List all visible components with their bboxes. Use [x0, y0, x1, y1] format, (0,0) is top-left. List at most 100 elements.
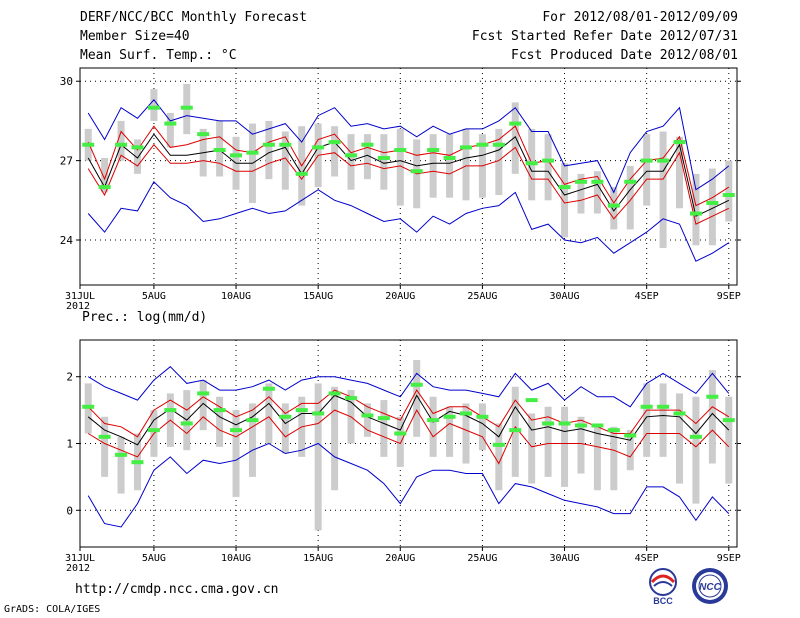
observed-marker	[98, 185, 111, 190]
spread-box	[265, 120, 273, 180]
observed-marker	[443, 414, 456, 419]
spread-box	[281, 131, 289, 190]
x-tick-label: 20AUG	[385, 291, 415, 302]
y-tick-label: 27	[60, 155, 73, 168]
spread-box	[232, 410, 240, 497]
y-tick-label: 24	[60, 234, 74, 247]
spread-box	[429, 134, 437, 198]
observed-marker	[722, 418, 735, 423]
spread-box	[544, 406, 552, 477]
x-tick-label: 5AUG	[142, 553, 166, 564]
spread-box	[446, 406, 454, 457]
x-tick-label: 31JUL	[65, 291, 95, 302]
observed-marker	[147, 428, 160, 433]
plot-frame	[79, 339, 738, 548]
spread-box	[561, 406, 569, 487]
observed-marker	[147, 105, 160, 110]
observed-marker	[213, 148, 226, 153]
series-min-line	[87, 180, 730, 262]
x-tick-label: 20AUG	[385, 553, 415, 564]
x-year-label: 2012	[66, 301, 90, 312]
spread-box	[101, 157, 109, 193]
spread-box	[676, 393, 684, 484]
observed-marker	[459, 145, 472, 150]
series-min-line	[87, 442, 730, 528]
spread-box	[396, 416, 404, 467]
x-tick-label: 31JUL	[65, 553, 95, 564]
observed-marker	[279, 142, 292, 147]
observed-marker	[492, 442, 505, 447]
header-produced-date: Fcst Produced Date 2012/08/01	[511, 48, 738, 63]
spread-box	[150, 89, 158, 121]
x-tick-label: 10AUG	[221, 553, 251, 564]
spread-box	[643, 383, 651, 457]
temperature-panel: 24 27 30 31JUL 5AUG 10AUG 15AUG 20AUG 25AUG 30AUG…	[60, 67, 741, 312]
spread-box	[708, 168, 716, 246]
spread-box	[626, 165, 634, 230]
observed-marker	[657, 404, 670, 409]
spread-box	[593, 171, 601, 214]
observed-marker	[706, 200, 719, 205]
series-lower-line	[87, 409, 730, 465]
precipitation-panel: 0 1 2 31JUL 5AUG 10AUG 15AUG 20AUG 25AUG 30AUG 4SE…	[65, 339, 741, 574]
spread-box	[561, 163, 569, 238]
observed-marker	[345, 396, 358, 401]
observed-marker	[542, 158, 555, 163]
spread-box	[511, 102, 519, 174]
observed-marker	[328, 140, 341, 145]
spread-box	[495, 128, 503, 196]
observed-marker	[82, 142, 95, 147]
x-tick-label: 4SEP	[635, 291, 659, 302]
observed-marker	[328, 391, 341, 396]
spread-box	[199, 380, 207, 431]
x-tick-label: 25AUG	[467, 553, 497, 564]
observed-marker	[722, 193, 735, 198]
bcc-logo: BCC	[649, 568, 677, 606]
series-upper-line	[87, 389, 730, 438]
footer-url[interactable]: http://cmdp.ncc.cma.gov.cn	[75, 582, 279, 597]
observed-marker	[410, 169, 423, 174]
bcc-logo-text: BCC	[653, 596, 673, 606]
spread-box	[692, 396, 700, 504]
observed-marker	[410, 382, 423, 387]
observed-marker	[213, 408, 226, 413]
x-tick-label: 15AUG	[303, 291, 333, 302]
observed-marker	[591, 423, 604, 428]
observed-marker	[230, 428, 243, 433]
observed-marker	[262, 142, 275, 147]
observed-marker	[262, 386, 275, 391]
observed-marker	[361, 142, 374, 147]
observed-marker	[640, 404, 653, 409]
observed-marker	[624, 433, 637, 438]
observed-marker	[525, 398, 538, 403]
observed-marker	[377, 416, 390, 421]
observed-marker	[98, 434, 111, 439]
spread-box	[593, 423, 601, 491]
plot-frame	[79, 67, 738, 286]
series-max-line	[87, 366, 730, 408]
observed-marker	[377, 155, 390, 160]
observed-marker	[394, 431, 407, 436]
spread-box	[676, 136, 684, 209]
observed-marker	[525, 161, 538, 166]
spread-box	[692, 173, 700, 246]
header-forecast-period: For 2012/08/01-2012/09/09	[542, 10, 738, 25]
observed-marker	[706, 394, 719, 399]
spread-box	[495, 423, 503, 491]
observed-marker	[689, 434, 702, 439]
footer-credit: GrADS: COLA/IGES	[4, 604, 101, 615]
series-lower-line	[87, 143, 730, 225]
x-year-label: 2012	[66, 563, 90, 574]
observed-marker	[230, 153, 243, 158]
observed-marker	[607, 203, 620, 208]
x-tick-label: 25AUG	[467, 291, 497, 302]
series-mean-line	[87, 394, 730, 446]
observed-marker	[295, 171, 308, 176]
spread-box	[380, 134, 388, 190]
x-tick-label: 30AUG	[549, 291, 579, 302]
spread-box	[462, 403, 470, 464]
header-title: DERF/NCC/BCC Monthly Forecast	[80, 10, 307, 25]
observed-marker	[164, 121, 177, 126]
spread-box	[577, 416, 585, 474]
header-member-size: Member Size=40	[80, 29, 190, 44]
